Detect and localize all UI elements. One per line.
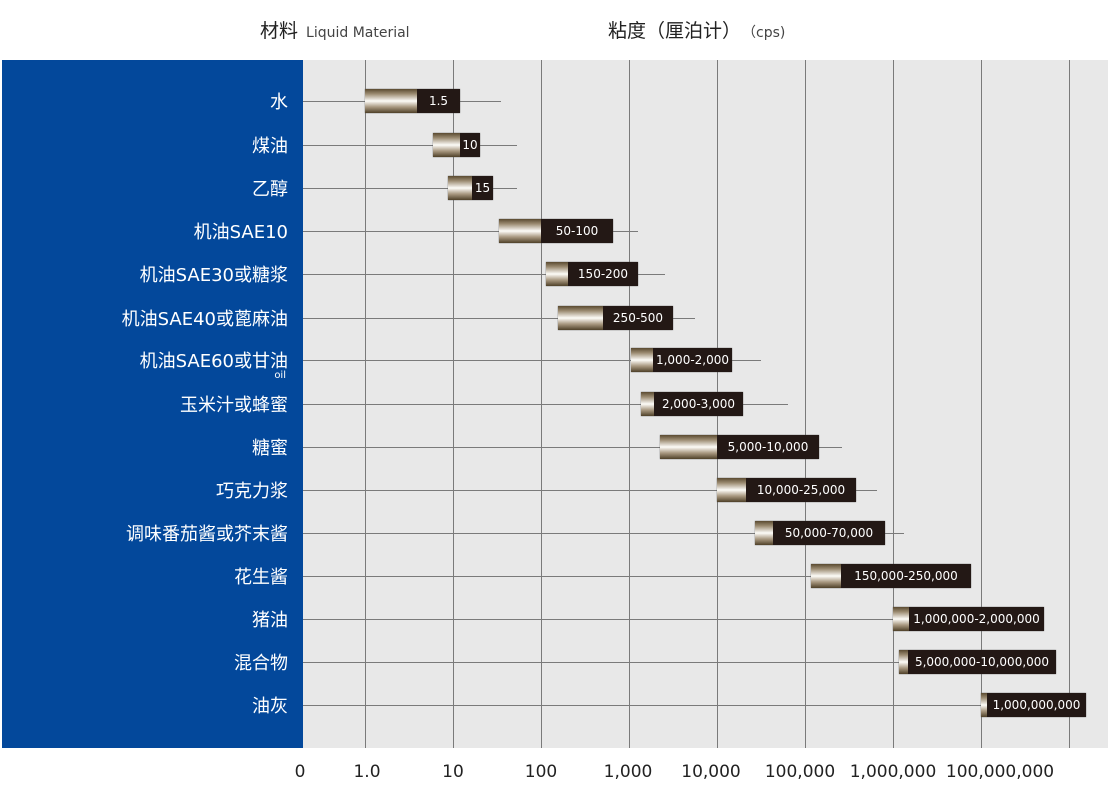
value-label: 50-100 [541,219,613,243]
viscosity-bar: 50-100 [499,219,613,243]
bar-gradient [811,564,841,588]
row-line [303,318,695,319]
row-line [303,490,877,491]
x-tick-label: 1,000 [603,762,653,782]
row-line [303,447,842,448]
category-label: 机油SAE40或蓖麻油 [121,309,288,330]
viscosity-bar: 250-500 [558,306,673,330]
plot-area: 1.5 10 15 50-100 150-200 250-500 1,000-2,000 2,… [303,60,1108,748]
viscosity-bar: 1,000-2,000 [631,348,732,372]
row-line [303,619,1044,620]
x-tick-label: 100,000,000 [945,762,1055,782]
value-label: 10 [460,133,480,157]
viscosity-bar: 5,000,000-10,000,000 [899,650,1056,674]
viscosity-bar: 1,000,000,000 [981,693,1086,717]
viscosity-bar: 2,000-3,000 [641,392,743,416]
value-label: 250-500 [603,306,673,330]
grid-line [805,60,806,748]
value-label: 150,000-250,000 [841,564,971,588]
row-line [303,274,665,275]
category-label: 猪油 [252,610,288,631]
bar-gradient [641,392,654,416]
bar-gradient [717,478,746,502]
bar-gradient [365,89,417,113]
category-sidebar: 水煤油乙醇机油SAE10 机油SAE30或糖浆机油SAE40或蓖麻油机油SAE60… [2,60,303,748]
bar-gradient [893,607,909,631]
bar-gradient [433,133,460,157]
value-label: 15 [472,176,493,200]
viscosity-bar: 10,000-25,000 [717,478,856,502]
row-line [303,404,788,405]
row-line [303,705,1086,706]
bar-gradient [499,219,541,243]
value-label: 150-200 [568,262,638,286]
value-label: 1,000-2,000 [653,348,732,372]
viscosity-bar: 150-200 [546,262,638,286]
category-label: 巧克力浆 [216,481,288,502]
row-line [303,662,1056,663]
category-label: 机油SAE30或糖浆 [139,265,288,286]
row-line [303,360,761,361]
bar-gradient [660,435,717,459]
value-label: 5,000,000-10,000,000 [908,650,1056,674]
row-line [303,576,971,577]
category-label: 糖蜜 [252,438,288,459]
viscosity-bar: 1.5 [365,89,460,113]
bar-gradient [546,262,568,286]
value-label: 50,000-70,000 [773,521,885,545]
x-tick-label: 10,000 [681,762,741,782]
bar-gradient [448,176,472,200]
viscosity-bar: 10 [433,133,480,157]
category-note: oil [274,370,286,381]
row-line [303,533,904,534]
row-line [303,145,517,146]
grid-line [893,60,894,748]
grid-line [1069,60,1070,748]
x-tick-label: 0 [294,762,306,782]
viscosity-bar: 1,000,000-2,000,000 [893,607,1044,631]
viscosity-bar: 50,000-70,000 [755,521,885,545]
bar-gradient [755,521,773,545]
value-label: 5,000-10,000 [717,435,819,459]
viscosity-bar: 15 [448,176,493,200]
category-label: 水 [270,92,288,113]
category-label: 油灰 [252,696,288,717]
category-label: 玉米汁或蜂蜜 [180,395,288,416]
value-label: 10,000-25,000 [746,478,856,502]
value-label: 2,000-3,000 [654,392,743,416]
x-tick-label: 100,000 [764,762,836,782]
x-tick-label: 1.0 [353,762,381,782]
grid-line [981,60,982,748]
bar-gradient [981,693,987,717]
bar-gradient [899,650,908,674]
category-label: 混合物 [234,653,288,674]
category-label: 花生酱 [234,567,288,588]
x-tick-label: 10 [442,762,464,782]
category-label: 机油SAE60或甘油 [139,351,288,372]
viscosity-bar: 150,000-250,000 [811,564,971,588]
value-label: 1,000,000,000 [987,693,1086,717]
bar-gradient [631,348,653,372]
bar-gradient [558,306,603,330]
row-line [303,231,638,232]
value-label: 1,000,000-2,000,000 [909,607,1044,631]
category-label: 乙醇 [252,179,288,200]
category-label: 煤油 [252,136,288,157]
viscosity-bar: 5,000-10,000 [660,435,819,459]
value-label: 1.5 [417,89,460,113]
row-line [303,188,517,189]
viscosity-header: 粘度（厘泊计） （cps) [608,20,786,42]
x-tick-label: 1,000,000 [849,762,937,782]
category-label: 机油SAE10 [193,222,288,243]
material-header: 材料 Liquid Material [260,20,410,42]
x-tick-label: 100 [524,762,558,782]
category-label: 调味番茄酱或芥末酱 [126,524,288,545]
